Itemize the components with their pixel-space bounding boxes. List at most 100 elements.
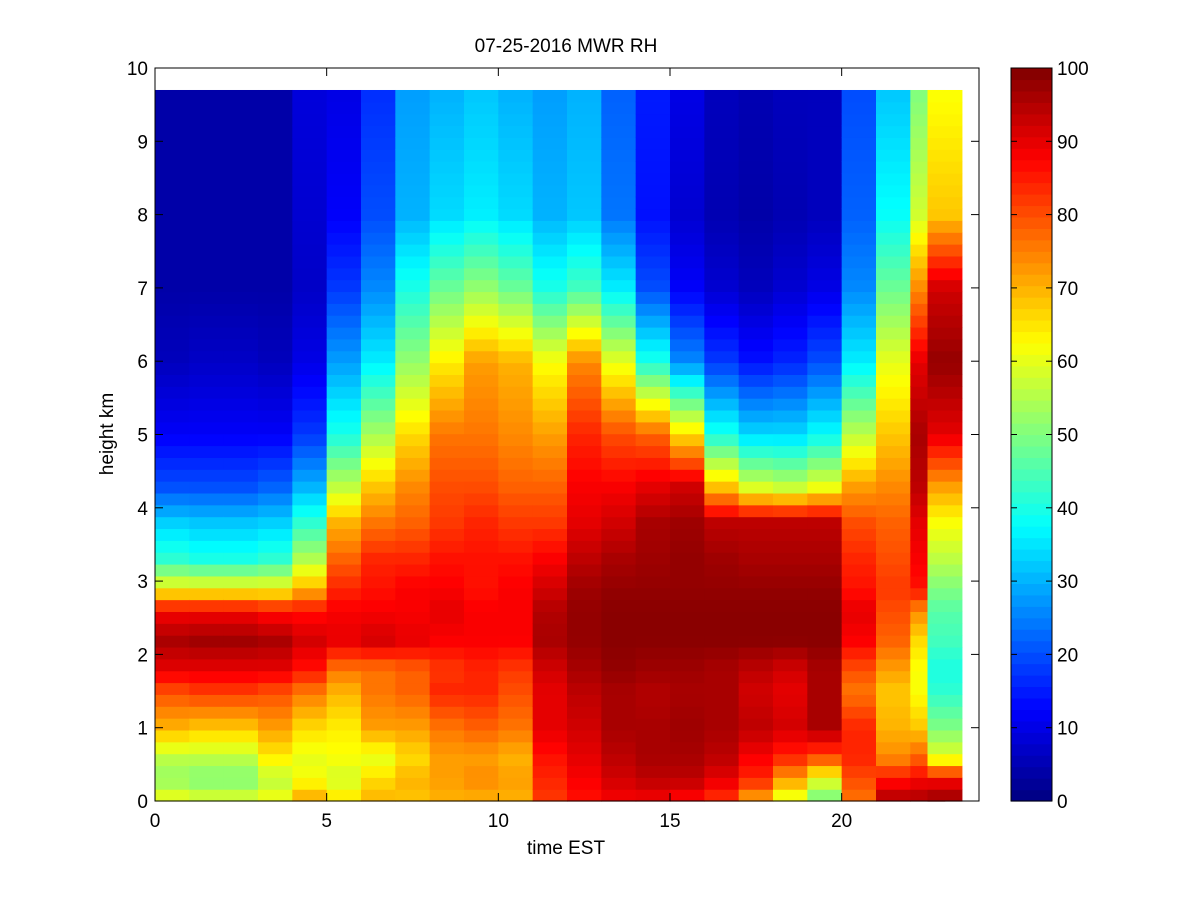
- heatmap-cell: [601, 670, 637, 684]
- heatmap-cell: [498, 575, 534, 589]
- heatmap-cell: [532, 623, 568, 636]
- heatmap-cell: [601, 623, 637, 636]
- heatmap-cell: [189, 765, 225, 778]
- heatmap-cell: [807, 137, 843, 150]
- heatmap-cell: [670, 516, 705, 530]
- heatmap-cell: [704, 765, 740, 778]
- colorbar-segment: [1011, 755, 1052, 768]
- heatmap-cell: [670, 172, 705, 186]
- heatmap-cell: [155, 279, 190, 293]
- heatmap-cell: [258, 196, 293, 210]
- heatmap-cell: [498, 706, 534, 719]
- heatmap-cell: [258, 255, 293, 269]
- heatmap-cell: [258, 244, 293, 257]
- heatmap-cell: [567, 694, 602, 707]
- heatmap-cell: [601, 552, 637, 565]
- heatmap-cell: [155, 658, 190, 672]
- heatmap-cell: [326, 516, 362, 530]
- colorbar-segment: [1011, 697, 1052, 710]
- heatmap-cell: [429, 564, 465, 577]
- heatmap-cell: [876, 564, 911, 577]
- heatmap-cell: [395, 433, 431, 447]
- heatmap-cell: [258, 398, 293, 411]
- heatmap-cell: [738, 445, 774, 458]
- heatmap-cell: [395, 374, 431, 387]
- heatmap-cell: [429, 89, 465, 103]
- heatmap-cell: [395, 125, 431, 138]
- heatmap-cell: [258, 765, 293, 778]
- heatmap-cell: [773, 303, 808, 316]
- heatmap-cell: [429, 386, 465, 399]
- heatmap-cell: [155, 409, 190, 423]
- heatmap-cell: [464, 729, 499, 743]
- heatmap-cell: [429, 303, 465, 316]
- heatmap-cell: [807, 599, 843, 612]
- heatmap-cell: [807, 670, 843, 684]
- heatmap-cell: [292, 315, 328, 328]
- heatmap-cell: [532, 492, 568, 506]
- heatmap-cell: [927, 303, 963, 316]
- heatmap-cell: [567, 729, 602, 743]
- heatmap-cell: [429, 338, 465, 352]
- heatmap-cell: [361, 611, 396, 624]
- heatmap-cell: [635, 338, 671, 352]
- colorbar-segment: [1011, 652, 1052, 665]
- heatmap-cell: [395, 741, 431, 755]
- heatmap-cell: [532, 694, 568, 707]
- heatmap-cell: [773, 279, 808, 293]
- heatmap-cell: [498, 208, 534, 221]
- heatmap-cell: [155, 350, 190, 364]
- heatmap-cell: [464, 326, 499, 340]
- heatmap-cell: [361, 184, 396, 198]
- heatmap-cell: [635, 125, 671, 138]
- heatmap-cell: [773, 599, 808, 612]
- heatmap-cell: [670, 729, 705, 743]
- heatmap-cell: [601, 101, 637, 115]
- heatmap-cell: [927, 445, 963, 458]
- heatmap-cell: [223, 789, 259, 802]
- heatmap-cell: [601, 682, 637, 695]
- heatmap-cell: [773, 149, 808, 162]
- heatmap-cell: [773, 374, 808, 387]
- heatmap-cell: [464, 125, 499, 138]
- heatmap-cell: [498, 457, 534, 470]
- heatmap-cell: [223, 670, 259, 684]
- heatmap-column: [292, 89, 328, 802]
- heatmap-column: [464, 89, 499, 802]
- heatmap-cell: [429, 753, 465, 767]
- heatmap-cell: [464, 362, 499, 375]
- heatmap-cell: [223, 350, 259, 364]
- heatmap-cell: [532, 137, 568, 150]
- heatmap-cell: [189, 315, 225, 328]
- heatmap-cell: [361, 433, 396, 447]
- colorbar-segment: [1011, 171, 1052, 184]
- heatmap-cell: [326, 575, 362, 589]
- heatmap-cell: [927, 350, 963, 364]
- heatmap-cell: [258, 564, 293, 577]
- heatmap-cell: [395, 172, 431, 186]
- heatmap-cell: [876, 741, 911, 755]
- colorbar-segment: [1011, 79, 1052, 92]
- heatmap-cell: [429, 777, 465, 790]
- heatmap-cell: [738, 386, 774, 399]
- heatmap-cell: [841, 338, 877, 352]
- heatmap-cell: [841, 540, 877, 553]
- heatmap-cell: [326, 172, 362, 186]
- heatmap-cell: [429, 161, 465, 174]
- heatmap-cell: [326, 658, 362, 672]
- heatmap-cell: [670, 765, 705, 778]
- heatmap-cell: [876, 244, 911, 257]
- heatmap-cell: [155, 184, 190, 198]
- heatmap-cell: [773, 457, 808, 470]
- heatmap-column: [326, 89, 362, 802]
- colorbar-segment: [1011, 365, 1052, 378]
- heatmap-cell: [464, 208, 499, 221]
- heatmap-cell: [532, 338, 568, 352]
- heatmap-cell: [258, 409, 293, 423]
- heatmap-cell: [601, 504, 637, 518]
- heatmap-cell: [773, 161, 808, 174]
- heatmap-cell: [567, 552, 602, 565]
- heatmap-cell: [258, 350, 293, 364]
- heatmap-cell: [189, 469, 225, 482]
- heatmap-cell: [292, 244, 328, 257]
